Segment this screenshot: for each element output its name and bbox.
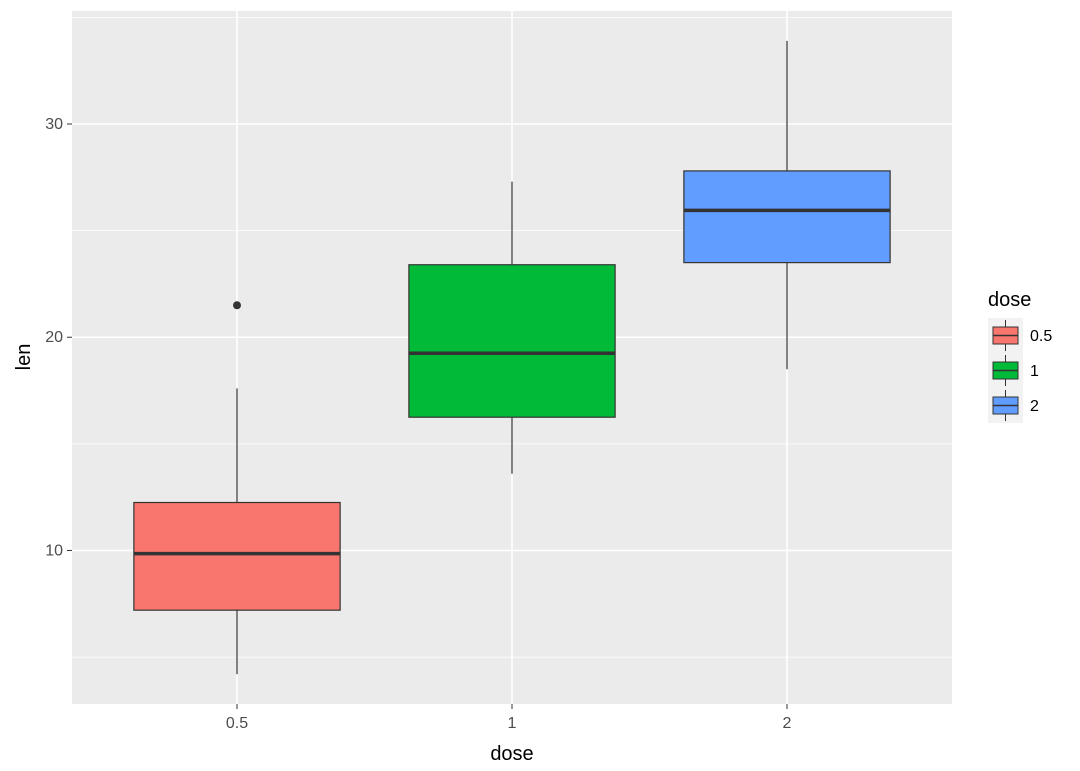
legend: dose 0.5 1 2 — [988, 289, 1052, 423]
box-2 — [683, 40, 891, 370]
x-axis: 0.5 1 2 — [226, 704, 792, 732]
legend-title: dose — [988, 289, 1031, 311]
x-tick-label: 2 — [783, 715, 792, 732]
x-axis-title: dose — [490, 743, 533, 765]
box-iqr — [683, 170, 891, 264]
y-tick-label: 10 — [45, 542, 63, 559]
legend-label: 1 — [1030, 363, 1039, 380]
box-iqr — [408, 264, 616, 418]
legend-label: 2 — [1030, 398, 1039, 415]
x-tick-label: 0.5 — [226, 715, 248, 732]
box-iqr — [133, 501, 341, 611]
legend-key-0.5 — [988, 318, 1023, 353]
y-axis-title: len — [13, 344, 35, 371]
legend-label: 0.5 — [1030, 328, 1052, 345]
box-series — [133, 40, 891, 675]
x-tick-label: 1 — [508, 715, 517, 732]
y-axis: 10 20 30 — [45, 116, 72, 559]
box-1 — [408, 181, 616, 474]
box-0.5 — [133, 301, 341, 675]
legend-key-1 — [988, 353, 1023, 388]
outlier-point — [233, 301, 241, 310]
y-tick-label: 30 — [45, 116, 63, 133]
y-tick-label: 20 — [45, 329, 63, 346]
legend-key-2 — [988, 388, 1023, 423]
